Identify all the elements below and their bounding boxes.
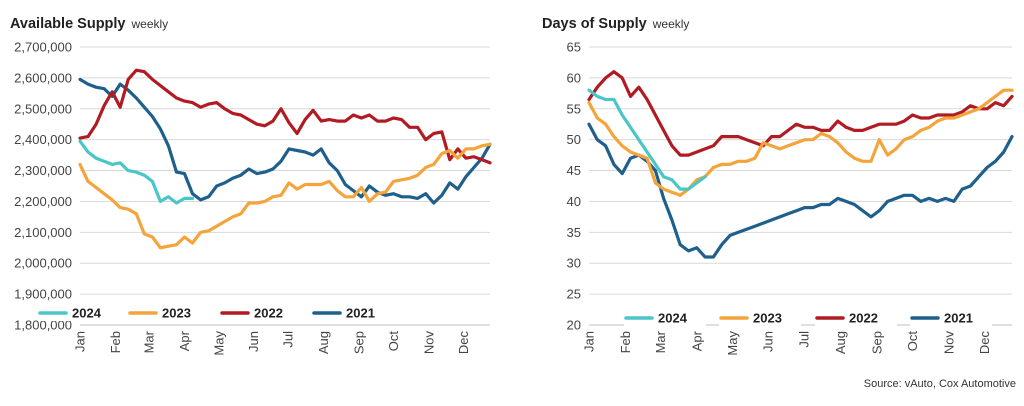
y-tick-label: 2,200,000 [14,194,72,209]
series-line-2021 [78,77,492,205]
x-tick-label: Apr [689,330,704,351]
available-supply-panel: Available Supply weekly 1,800,000 1,900,00… [10,16,492,356]
x-tick-label: Jun [761,331,776,352]
y-tick-label: 20 [567,318,581,333]
source-note: Source: vAuto, Cox Automotive [863,378,1016,390]
y-tick-label: 55 [567,101,581,116]
y-tick-label: 30 [567,256,581,271]
y-tick-label: 45 [567,163,581,178]
y-tick-label: 2,100,000 [14,225,72,240]
y-tick-label: 60 [567,70,581,85]
y-tick-label: 2,000,000 [14,256,72,271]
legend-label-2023: 2023 [162,306,191,321]
y-tick-label: 1,800,000 [14,318,72,333]
days-of-supply-chart: 20 25 30 35 40 45 50 55 60 65 Jan Feb Mar Apr May Jun Ju… [567,40,1014,356]
chart-title-text: Days of Supply [542,16,647,32]
legend-backdrop [220,305,302,321]
legend-label-2023: 2023 [753,311,782,326]
series-line-2023 [78,142,492,250]
legend-backdrop [815,310,897,326]
chart-title-text: Available Supply [10,16,126,32]
x-tick-label: Jul [281,331,296,348]
chart-subtitle: weekly [652,17,690,31]
y-tick-label: 65 [567,40,581,55]
x-tick-label: Aug [833,331,848,354]
x-tick-label: Oct [905,331,920,352]
legend-backdrop [624,310,706,326]
x-tick-label: Feb [108,331,123,353]
legend-label-2022: 2022 [849,311,878,326]
y-tick-label: 2,500,000 [14,101,72,116]
x-tick-label: Dec [456,331,471,355]
legend-label-2021: 2021 [346,306,375,321]
legend-backdrop [128,305,210,321]
legend-backdrop [719,310,801,326]
legend-label-2024: 2024 [658,311,688,326]
x-tick-label: Mar [142,330,157,353]
chart-subtitle: weekly [131,17,169,31]
x-tick-label: Jan [582,331,597,352]
legend-backdrop [910,310,992,326]
days-of-supply-panel: Days of Supply weekly 20 25 30 35 40 45 50 55 60 6… [512,0,1024,406]
legend-label-2024: 2024 [72,306,102,321]
y-tick-label: 2,700,000 [14,40,72,55]
x-tick-label: May [212,331,227,356]
y-tick-label: 2,300,000 [14,163,72,178]
x-tick-label: Jul [796,331,811,348]
series-line-2021 [587,122,1014,259]
chart-title: Available Supply weekly [10,16,168,32]
x-tick-label: May [725,331,740,356]
x-tick-label: Nov [941,331,956,355]
x-tick-label: Oct [386,331,401,352]
x-tick-label: Sep [869,331,884,354]
legend-label-2021: 2021 [944,311,973,326]
y-tick-label: 50 [567,132,581,147]
y-tick-label: 25 [567,287,581,302]
y-tick-label: 2,400,000 [14,132,72,147]
x-tick-label: Apr [177,330,192,351]
x-tick-label: Aug [316,331,331,354]
x-tick-label: Jun [246,331,261,352]
series-line-2023 [587,88,1014,197]
series-line-2022 [587,70,1014,157]
x-tick-label: Jan [73,331,88,352]
series-line-2024 [587,88,707,191]
x-tick-label: Sep [351,331,366,354]
available-supply-chart: 1,800,000 1,900,000 2,000,000 2,100,000 2,20… [14,40,492,356]
y-tick-label: 40 [567,194,581,209]
chart-title: Days of Supply weekly [542,16,689,32]
x-tick-label: Mar [653,330,668,353]
x-tick-label: Nov [421,331,436,355]
y-tick-label: 2,600,000 [14,70,72,85]
y-tick-label: 1,900,000 [14,287,72,302]
x-tick-label: Dec [977,331,992,355]
series-line-2022 [78,68,492,165]
legend-backdrop [38,305,120,321]
legend-label-2022: 2022 [254,306,283,321]
x-tick-label: Feb [618,331,633,353]
legend-backdrop [312,305,394,321]
series-line-2024 [78,139,195,205]
y-tick-label: 35 [567,225,581,240]
